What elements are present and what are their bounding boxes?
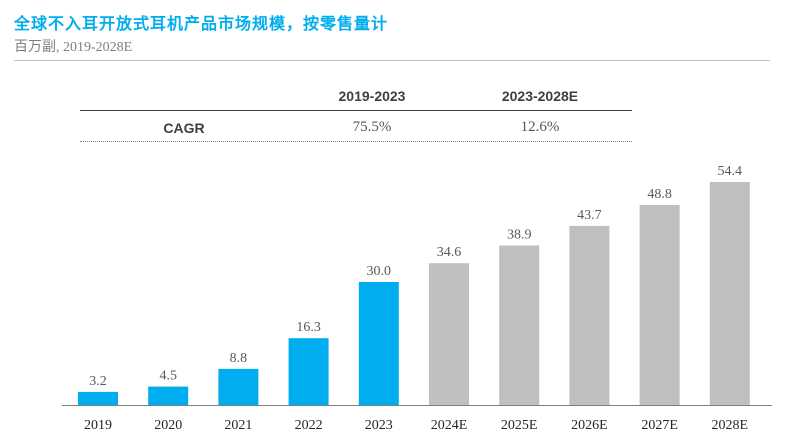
bar-2023 <box>358 282 399 405</box>
x-tick-label-2022: 2022 <box>295 418 323 433</box>
cagr-label: CAGR <box>163 120 205 136</box>
data-label-2024e: 34.6 <box>437 245 462 260</box>
data-label-2021: 8.8 <box>230 351 248 366</box>
data-label-2025e: 38.9 <box>507 228 532 243</box>
cagr-header-rule <box>80 110 632 111</box>
x-tick-label-2019: 2019 <box>84 418 112 433</box>
cagr-value-2019-2023: 75.5% <box>352 119 392 135</box>
bar-2020 <box>148 386 189 405</box>
cagr-period-2019-2023: 2019-2023 <box>338 88 406 104</box>
data-label-2026e: 43.7 <box>577 208 602 223</box>
bar-2026e <box>569 225 610 405</box>
bar-2027e <box>639 205 680 405</box>
x-tick-label-2028e: 2028E <box>712 418 749 433</box>
data-label-2019: 3.2 <box>89 374 107 389</box>
chart-subtitle: 百万副, 2019-2028E <box>14 40 133 55</box>
x-tick-label-2027e: 2027E <box>641 418 678 433</box>
data-label-2023: 30.0 <box>367 264 392 279</box>
bar-2024e <box>429 263 469 405</box>
chart-title: 全球不入耳开放式耳机产品市场规模，按零售量计 <box>14 14 389 33</box>
bar-2022 <box>288 338 329 405</box>
bar-2025e <box>499 245 540 405</box>
x-tick-label-2026e: 2026E <box>571 418 608 433</box>
cagr-value-2023-2028e: 12.6% <box>520 119 560 135</box>
cagr-table: 2019-2023 2023-2028E CAGR 75.5% 12.6% <box>0 0 800 160</box>
x-tick-label-2021: 2021 <box>224 418 252 433</box>
data-label-2027e: 48.8 <box>647 187 672 202</box>
bar-2019 <box>78 391 118 405</box>
bar-2028e <box>709 182 750 405</box>
header-divider <box>14 60 770 61</box>
data-label-2022: 16.3 <box>296 320 321 335</box>
data-label-2028e: 54.4 <box>718 164 743 179</box>
cagr-period-2023-2028e: 2023-2028E <box>501 88 579 104</box>
x-tick-label-2025e: 2025E <box>501 418 538 433</box>
x-tick-label-2024e: 2024E <box>431 418 468 433</box>
x-tick-label-2023: 2023 <box>365 418 393 433</box>
x-tick-label-2020: 2020 <box>154 418 182 433</box>
data-label-2020: 4.5 <box>159 369 177 384</box>
bar-2021 <box>218 368 259 405</box>
cagr-bottom-rule <box>80 141 632 142</box>
